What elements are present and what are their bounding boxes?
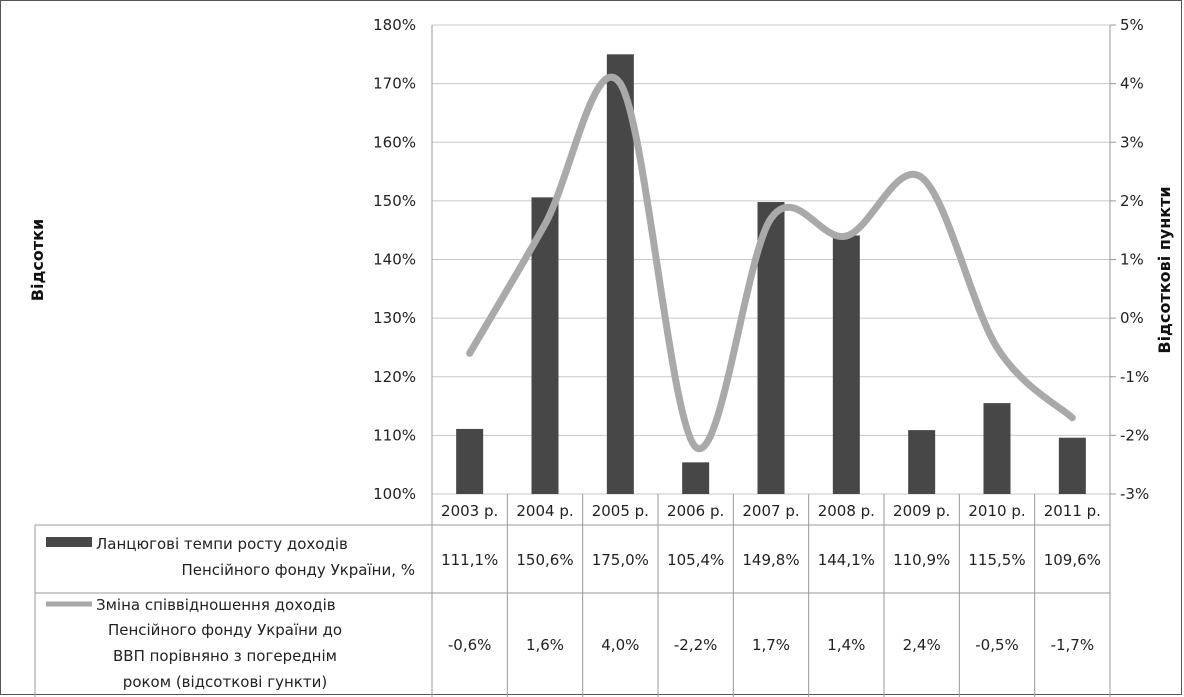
line-value-cell: -0,6% <box>448 636 492 654</box>
left-axis: 100% 110% 120% 130% 140% 150% 160% 170% 180% <box>373 16 416 503</box>
category-label: 2008 р. <box>818 502 875 520</box>
left-tick-label: 120% <box>373 368 416 386</box>
bar-value-cell: 115,5% <box>968 551 1025 569</box>
bar-3 <box>606 54 634 494</box>
right-tick-label: -2% <box>1120 426 1149 444</box>
left-tick-label: 140% <box>373 251 416 269</box>
left-tick-label: 110% <box>373 426 416 444</box>
right-tick-label: -1% <box>1120 368 1149 386</box>
right-tick-label: 1% <box>1120 251 1144 269</box>
line-value-cell: -0,5% <box>975 636 1019 654</box>
category-label: 2005 р. <box>592 502 649 520</box>
legend-bar-swatch <box>46 537 92 547</box>
right-tick-label: 4% <box>1120 75 1144 93</box>
legend-bar-label-line2: Пенсійного фонду України, % <box>181 561 415 579</box>
bar-5 <box>757 202 785 495</box>
left-tick-label: 180% <box>373 16 416 34</box>
bar-7 <box>908 430 936 494</box>
legend-line-label-line2: Пенсійного фонду України до <box>108 621 342 639</box>
right-tick-label: 2% <box>1120 192 1144 210</box>
left-tick-label: 100% <box>373 485 416 503</box>
bar-9 <box>1058 437 1086 494</box>
bar-value-cell: 105,4% <box>667 551 724 569</box>
legend-line-label-line4: роком (відсоткові гункти) <box>123 673 327 691</box>
left-tick-label: 160% <box>373 133 416 151</box>
right-tick-label: 5% <box>1120 16 1144 34</box>
legend-bar-label-line1: Ланцюгові темпи росту доходів <box>96 535 348 553</box>
line-value-cell: 1,4% <box>827 636 865 654</box>
bar-value-cell: 175,0% <box>592 551 649 569</box>
data-table: 2003 р. 2004 р. 2005 р. 2006 р. 2007 р. 2008 … <box>34 494 1111 697</box>
line-series <box>466 73 1076 453</box>
line-value-cell: 2,4% <box>903 636 941 654</box>
legend: Ланцюгові темпи росту доходів Пенсійного … <box>46 535 415 691</box>
category-label: 2010 р. <box>968 502 1025 520</box>
bar-series <box>456 54 1086 495</box>
y-axis-left-title: Відсотки <box>28 219 47 301</box>
right-tick-label: 0% <box>1120 309 1144 327</box>
bar-8 <box>983 403 1011 494</box>
bar-value-cell: 150,6% <box>516 551 573 569</box>
line-series-path <box>466 73 1076 453</box>
left-tick-label: 130% <box>373 309 416 327</box>
bar-value-cell: 111,1% <box>441 551 498 569</box>
category-label: 2006 р. <box>667 502 724 520</box>
y-axis-right-title: Відсоткові пункти <box>1155 186 1174 353</box>
legend-line-label-line1: Зміна співвідношення доходів <box>96 596 336 614</box>
bar-value-cell: 110,9% <box>893 551 950 569</box>
bar-value-cell: 109,6% <box>1044 551 1101 569</box>
category-label: 2004 р. <box>516 502 573 520</box>
category-label: 2003 р. <box>441 502 498 520</box>
category-label: 2007 р. <box>742 502 799 520</box>
line-value-cell: 1,7% <box>752 636 790 654</box>
right-tick-label: 3% <box>1120 133 1144 151</box>
category-label: 2011 р. <box>1044 502 1101 520</box>
bar-value-cell: 144,1% <box>818 551 875 569</box>
line-value-cell: -2,2% <box>674 636 718 654</box>
line-value-cell: 4,0% <box>601 636 639 654</box>
right-axis: -3% -2% -1% 0% 1% 2% 3% 4% 5% <box>1110 16 1149 503</box>
line-value-cell: 1,6% <box>526 636 564 654</box>
bar-1 <box>456 428 484 494</box>
legend-line-label-line3: ВВП порівняно з погереднім <box>113 647 337 665</box>
bar-6 <box>832 235 860 494</box>
bar-4 <box>682 462 710 494</box>
category-label: 2009 р. <box>893 502 950 520</box>
bar-value-cell: 149,8% <box>742 551 799 569</box>
line-value-cell: -1,7% <box>1051 636 1095 654</box>
left-tick-label: 150% <box>373 192 416 210</box>
left-tick-label: 170% <box>373 75 416 93</box>
right-tick-label: -3% <box>1120 485 1149 503</box>
